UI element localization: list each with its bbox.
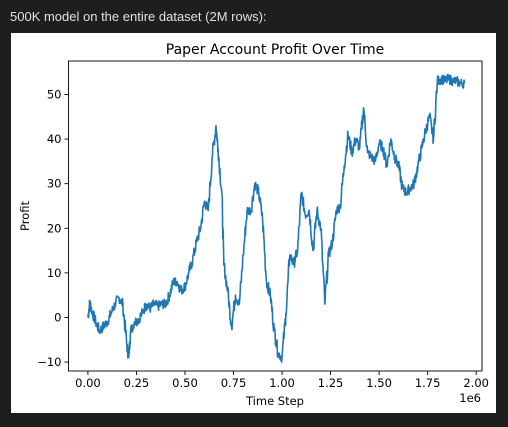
x-tick-label: 0.00 — [75, 376, 101, 390]
x-axis-offset-label: 1e6 — [459, 391, 481, 405]
chart-container: Paper Account Profit Over Time 0.00 0.25 0… — [11, 33, 496, 413]
y-tick-label: 50 — [47, 87, 62, 101]
y-tick-label: 20 — [47, 221, 62, 235]
x-axis-label: Time Step — [245, 394, 304, 408]
x-tick-label: 1.75 — [415, 376, 441, 390]
y-tick-label: −10 — [37, 355, 61, 369]
y-tick-label: 0 — [54, 310, 61, 324]
x-tick-label: 0.50 — [172, 376, 198, 390]
x-tick-label: 0.25 — [124, 376, 150, 390]
profit-line-chart: Paper Account Profit Over Time 0.00 0.25 0… — [18, 42, 489, 408]
y-tick-label: 40 — [47, 132, 62, 146]
y-axis-label: Profit — [18, 201, 32, 231]
x-tick-label: 2.00 — [463, 376, 489, 390]
y-tick-label: 30 — [47, 177, 62, 191]
profit-series-line — [87, 73, 466, 363]
x-tick-label: 1.50 — [366, 376, 392, 390]
x-tick-label: 1.25 — [318, 376, 344, 390]
x-tick-label: 0.75 — [221, 376, 247, 390]
plot-area-frame — [68, 60, 483, 372]
output-caption: 500K model on the entire dataset (2M row… — [10, 9, 267, 24]
chart-title: Paper Account Profit Over Time — [166, 42, 384, 58]
y-tick-label: 10 — [47, 266, 62, 280]
x-tick-label: 1.00 — [269, 376, 295, 390]
